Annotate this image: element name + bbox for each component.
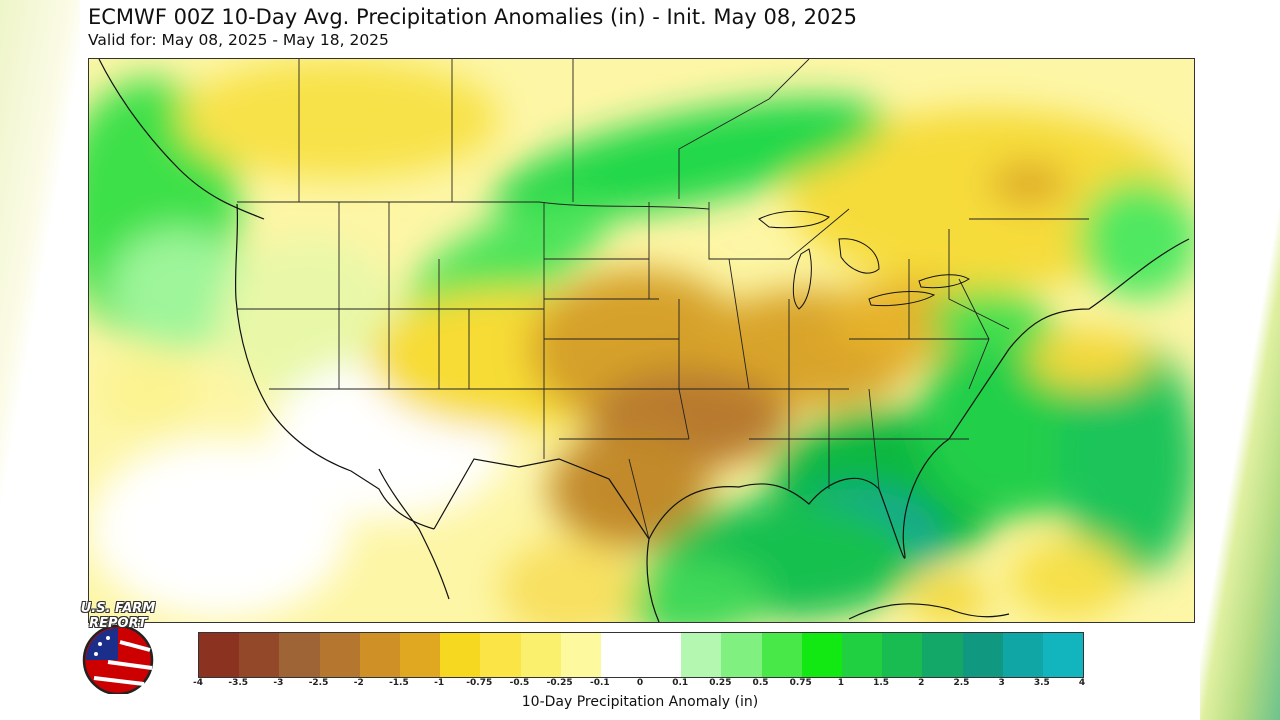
colorbar-swatch [922,633,963,677]
colorbar-tick-label: 2.5 [953,678,970,688]
precipitation-anomaly-map [88,58,1195,623]
colorbar-swatch [600,633,642,677]
colorbar-tick-label: 0.75 [789,678,812,688]
colorbar-tick-label: -3 [273,678,284,688]
colorbar-tick-label: -0.1 [589,678,610,688]
map-title: ECMWF 00Z 10-Day Avg. Precipitation Anom… [88,5,858,29]
colorbar-tick-label: -2.5 [308,678,329,688]
colorbar-swatch [641,633,682,677]
colorbar-tick-label: -0.25 [546,678,573,688]
colorbar-tick-label: 2 [918,678,925,688]
logo-emblem [82,624,154,696]
colorbar-tick-label: 3.5 [1033,678,1050,688]
map-canvas [89,59,1194,622]
colorbar-swatch [882,633,923,677]
colorbar-swatch [399,633,441,677]
logo-line-1: U.S. FARM [80,601,156,616]
colorbar-tick-label: -4 [193,678,203,688]
state-borders [237,59,1089,540]
colorbar-ticks: -4 -3.5 -3 -2.5 -2 -1.5 -1 -0.75 -0.5 -0.25 -0.1 0 0… [193,678,1086,692]
colorbar-swatch [440,633,481,677]
colorbar-swatch [801,633,842,677]
coastlines [98,59,1190,622]
colorbar-tick-label: 0.25 [709,678,732,688]
colorbar-tick-label: -1 [434,678,445,688]
great-lakes [758,210,970,310]
colorbar-tick-label: 0.1 [672,678,689,688]
colorbar-tick-label: 1 [837,678,845,688]
colorbar-swatch [520,633,561,677]
colorbar-swatch [239,633,280,677]
colorbar-swatch [560,633,601,677]
colorbar-tick-label: -0.75 [466,678,493,688]
colorbar-swatch [319,633,360,677]
colorbar-tick-label: -0.5 [509,678,530,688]
colorbar-tick-label: -1.5 [389,678,409,688]
colorbar-swatch [962,633,1003,677]
colorbar-swatch [721,633,762,677]
colorbar [198,632,1084,678]
colorbar-tick-label: 3 [998,678,1005,688]
colorbar-swatch [359,633,400,677]
colorbar-swatch [1042,633,1084,677]
colorbar-label: 10-Day Precipitation Anomaly (in) [521,694,759,710]
colorbar-tick-label: 0 [636,678,644,688]
colorbar-swatch [279,633,320,677]
us-farm-report-logo: U.S. FARM REPORT [68,598,168,696]
colorbar-tick-label: 4 [1078,678,1086,688]
colorbar-tick-label: -3.5 [228,678,249,688]
colorbar-swatch [681,633,722,677]
colorbar-swatch [480,633,521,677]
logo-line-2: REPORT [89,616,147,631]
valid-period: Valid for: May 08, 2025 - May 18, 2025 [88,31,389,49]
colorbar-swatch [1002,633,1043,677]
colorbar-tick-label: 1.5 [873,678,890,688]
colorbar-tick-label: 0.5 [752,678,769,688]
anomaly-field [89,59,1194,622]
colorbar-swatch [199,633,240,677]
colorbar-swatch [761,633,802,677]
colorbar-tick-label: -2 [353,678,364,688]
colorbar-swatch [842,633,883,677]
